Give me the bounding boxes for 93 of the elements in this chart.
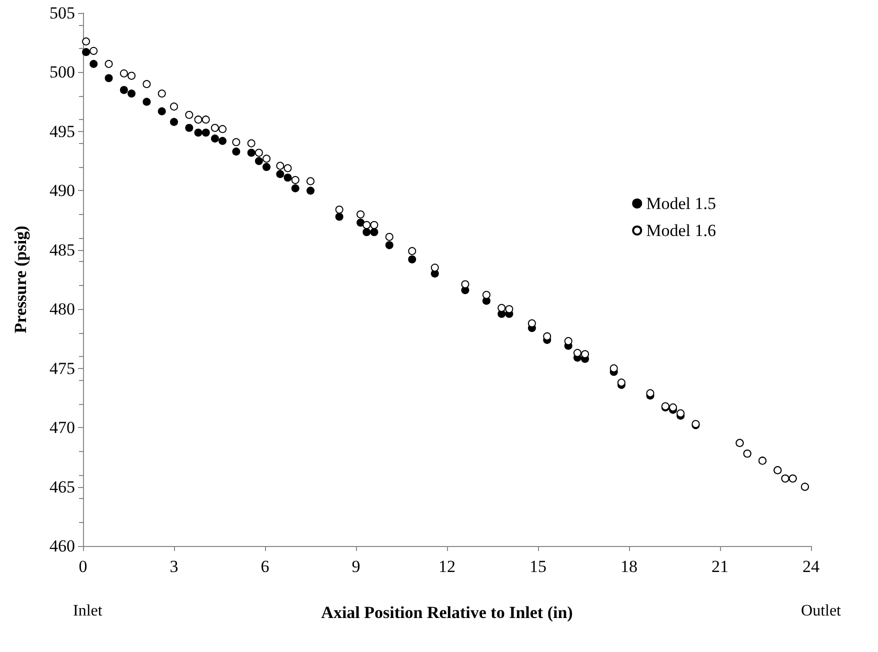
point [170, 102, 178, 111]
point [158, 90, 166, 98]
point [356, 218, 365, 227]
point [82, 48, 90, 56]
y-tick-label: 460 [50, 536, 75, 556]
y-axis-title: Pressure (psig) [11, 226, 30, 334]
point [158, 107, 166, 116]
point [202, 128, 210, 137]
point [408, 247, 416, 256]
point [128, 72, 136, 80]
point [291, 184, 300, 192]
y-tick-label: 470 [50, 418, 75, 438]
point [254, 148, 263, 157]
point [676, 409, 685, 418]
point [408, 255, 416, 264]
point [104, 60, 113, 68]
point [362, 221, 371, 230]
point [90, 46, 98, 55]
point [362, 228, 371, 236]
point [430, 264, 439, 272]
point [104, 74, 113, 82]
point [385, 241, 394, 250]
y-tick-label: 495 [50, 122, 75, 141]
x-tick-label: 15 [530, 557, 546, 576]
point [170, 118, 178, 126]
point [335, 206, 344, 214]
point [185, 110, 194, 119]
y-tick-label: 485 [50, 240, 75, 260]
y-tick-label: 480 [50, 300, 75, 319]
point [202, 116, 210, 124]
point [498, 304, 506, 312]
point [82, 37, 90, 46]
y-tick-label: 475 [50, 358, 75, 378]
point [356, 210, 365, 218]
text: Outlet [801, 602, 842, 620]
point [668, 403, 677, 412]
x-axis-title: Axial Position Relative to Inlet (in) [321, 603, 573, 622]
point [306, 177, 314, 186]
point [581, 350, 590, 358]
point [218, 136, 227, 145]
point [291, 176, 300, 184]
x-tick-label: 24 [802, 557, 820, 576]
x-tick-label: 18 [620, 557, 638, 576]
point [232, 148, 240, 156]
point [284, 164, 292, 172]
point [370, 221, 378, 230]
point [232, 138, 240, 146]
point [254, 157, 263, 166]
point [194, 116, 202, 124]
point [306, 186, 314, 195]
y-tick-label: 490 [50, 181, 75, 200]
point [370, 228, 378, 236]
point [461, 280, 470, 288]
point [210, 134, 219, 143]
y-tick-label: 465 [50, 477, 75, 496]
point [276, 170, 284, 178]
point [120, 86, 128, 94]
x-tick-label: 12 [438, 557, 456, 576]
x-tick-label: 3 [170, 557, 178, 576]
legend-label: Model 1.5 [646, 194, 716, 213]
point [262, 162, 271, 171]
x-tick-label: 6 [260, 557, 270, 576]
point [646, 389, 654, 398]
y-tick-label: 500 [50, 62, 75, 82]
point [482, 290, 490, 299]
point [505, 305, 514, 314]
point [128, 90, 136, 98]
x-tick-label: 21 [712, 557, 728, 576]
text: Inlet [73, 602, 103, 620]
point [218, 125, 227, 134]
point [120, 69, 128, 78]
point [385, 232, 394, 241]
point [194, 128, 202, 137]
point [276, 162, 284, 170]
point [335, 212, 344, 221]
point [262, 154, 271, 163]
point [247, 139, 256, 148]
x-tick-label: 9 [352, 557, 360, 576]
point [528, 319, 536, 328]
point [543, 332, 552, 340]
point [610, 364, 618, 372]
point [247, 148, 256, 157]
point [185, 124, 194, 132]
legend-label: Model 1.6 [646, 221, 716, 240]
y-tick-label: 505 [50, 4, 75, 22]
point [210, 124, 219, 132]
point [564, 337, 572, 346]
point [142, 80, 151, 88]
point [142, 98, 151, 106]
point [90, 60, 98, 68]
x-tick-label: 0 [78, 557, 88, 576]
point [284, 174, 292, 182]
point [573, 348, 582, 357]
